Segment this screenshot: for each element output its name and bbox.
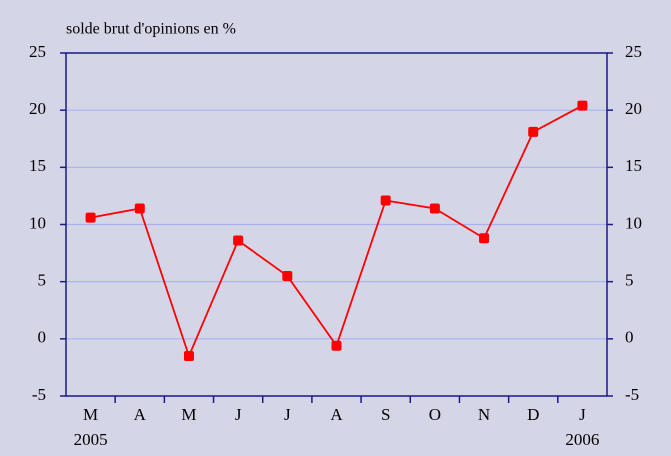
year-label: 2005	[74, 430, 108, 449]
y-tick-label: 15	[29, 156, 46, 175]
x-tick-label: O	[429, 405, 441, 424]
y2-tick-label: 10	[625, 213, 642, 232]
point	[282, 270, 293, 281]
point	[380, 195, 391, 206]
y-tick-label: 10	[29, 213, 46, 232]
point	[233, 235, 244, 246]
point	[134, 203, 145, 214]
x-tick-label: N	[478, 405, 490, 424]
chart-title: solde brut d'opinions en %	[66, 21, 236, 38]
y2-tick-label: 20	[625, 99, 642, 118]
y-tick-label: -5	[32, 385, 46, 404]
x-tick-label: M	[181, 405, 196, 424]
y2-tick-label: -5	[625, 385, 639, 404]
y-tick-label: 5	[38, 271, 47, 290]
y2-tick-label: 5	[625, 271, 634, 290]
y-tick-label: 25	[29, 42, 46, 61]
point	[331, 340, 342, 351]
y2-tick-label: 25	[625, 42, 642, 61]
y-tick-label: 20	[29, 99, 46, 118]
point	[85, 212, 96, 223]
x-tick-label: J	[235, 405, 242, 424]
x-tick-label: J	[579, 405, 586, 424]
x-tick-label: A	[330, 405, 343, 424]
y-tick-label: 0	[38, 328, 47, 347]
x-tick-label: M	[83, 405, 98, 424]
x-tick-label: A	[134, 405, 147, 424]
point	[577, 100, 588, 111]
point	[183, 350, 194, 361]
point	[429, 203, 440, 214]
y2-tick-label: 0	[625, 328, 634, 347]
point	[479, 233, 490, 244]
year-label: 2006	[565, 430, 599, 449]
y2-tick-label: 15	[625, 156, 642, 175]
x-tick-label: D	[527, 405, 539, 424]
plot-frame	[65, 52, 608, 397]
x-tick-label: S	[381, 405, 390, 424]
point	[528, 126, 539, 137]
x-tick-label: J	[284, 405, 291, 424]
